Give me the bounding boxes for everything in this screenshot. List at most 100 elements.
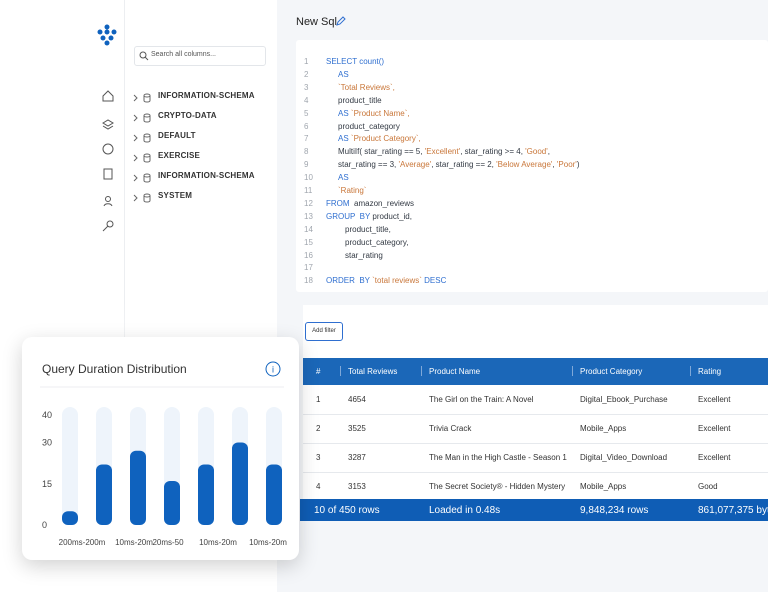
code-token: GROUP BY: [326, 211, 373, 221]
row-divider: [303, 443, 768, 444]
code-token: product_category: [338, 121, 400, 131]
table-cell: 1: [316, 395, 321, 404]
code-token: ,: [552, 160, 557, 170]
line-number: 3: [304, 82, 309, 92]
code-line: star_rating: [345, 251, 383, 260]
code-token: `Rating`: [338, 186, 367, 195]
divider: [124, 0, 125, 592]
add-filter-button[interactable]: Add filter: [305, 322, 343, 341]
line-number: 2: [304, 69, 309, 79]
table-cell: Digital_Video_Download: [580, 453, 668, 462]
code-token: AS: [338, 173, 349, 183]
footer-cell: Loaded in 0.48s: [429, 505, 501, 516]
y-tick-label: 40: [42, 410, 52, 420]
code-line: AS `Product Category`,: [338, 134, 421, 143]
code-token: 'Good': [525, 147, 548, 157]
column-header: Rating: [698, 367, 722, 376]
code-token: ORDER BY: [326, 276, 373, 286]
row-divider: [303, 414, 768, 415]
tree-item: INFORMATION-SCHEMA: [158, 91, 255, 100]
code-line: ORDER BY `total reviews` DESC: [326, 276, 446, 285]
table-cell: Good: [698, 482, 718, 491]
code-line: AS: [338, 173, 349, 182]
code-token: star_rating == 3,: [338, 160, 399, 170]
chart: Query Duration Distribution i 0 15 30 40 200…: [40, 361, 287, 547]
info-icon[interactable]: [265, 361, 281, 377]
line-number: 9: [304, 160, 309, 170]
table-cell: 3287: [348, 453, 366, 462]
line-number: 12: [304, 198, 313, 208]
x-tick-label: 10ms-20m: [249, 538, 287, 547]
footer-cell: 10 of 450 rows: [314, 505, 380, 516]
x-tick-label: 20ms-50: [152, 538, 184, 547]
code-line: star_rating == 3, 'Average', star_rating…: [338, 160, 580, 169]
y-tick-label: 30: [42, 438, 52, 448]
code-token: DESC: [421, 276, 447, 286]
line-number: 6: [304, 121, 309, 131]
table-cell: Trivia Crack: [429, 424, 472, 433]
line-number: 13: [304, 211, 313, 221]
bar: [266, 464, 282, 525]
nav-icons[interactable]: [100, 88, 116, 238]
bar: [130, 450, 146, 525]
code-token: 'Poor': [556, 160, 577, 170]
tree-icon: [132, 150, 154, 163]
tree-icon: [132, 130, 154, 143]
column-header: Total Reviews: [348, 367, 398, 376]
bar: [232, 442, 248, 525]
tree-item: EXERCISE: [158, 151, 201, 160]
search-placeholder: Search all columns...: [151, 51, 216, 58]
code-line: AS: [338, 70, 349, 79]
edit-icon[interactable]: [336, 16, 346, 26]
line-number: 5: [304, 108, 309, 118]
table-cell: The Secret Society® - Hidden Mystery: [429, 482, 566, 491]
line-number: 10: [304, 173, 313, 183]
column-header: Product Category: [580, 367, 643, 376]
table-cell: Mobile_Apps: [580, 424, 627, 433]
code-token: , star_rating == 2,: [431, 160, 497, 170]
y-tick-label: 15: [42, 479, 52, 489]
code-token: , star_rating >= 4,: [460, 147, 526, 157]
tree-item: SYSTEM: [158, 191, 193, 200]
column-separator: [421, 366, 422, 376]
bar: [198, 464, 214, 525]
x-tick-label: 200ms-200m: [59, 538, 106, 547]
line-number: 11: [304, 186, 313, 195]
line-number: 7: [304, 134, 309, 144]
code-token: amazon_reviews: [351, 198, 415, 208]
line-number: 16: [304, 250, 313, 260]
table-cell: The Man in the High Castle - Season 1: [429, 453, 567, 462]
code-line: GROUP BY product_id,: [326, 212, 412, 221]
code-token: 'Excellent': [424, 147, 461, 157]
search-box[interactable]: Search all columns...: [134, 46, 266, 66]
column-separator: [572, 366, 573, 376]
tree-icon: [132, 110, 154, 123]
table-cell: Excellent: [698, 453, 731, 462]
code-token: 'Below Average': [496, 160, 553, 170]
column-header: #: [316, 367, 321, 376]
table-cell: 4: [316, 482, 321, 491]
sql-editor[interactable]: 1 SELECT count() 2 AS 3 `Total Reviews`, 4 prod…: [296, 40, 768, 292]
line-number: 18: [304, 276, 313, 286]
code-line: product_category,: [345, 238, 408, 247]
chart-title: Query Duration Distribution: [42, 362, 187, 376]
x-tick-label: 10ms-20m: [199, 538, 237, 547]
table-cell: Excellent: [698, 424, 731, 433]
code-line: product_category: [338, 122, 400, 131]
table-cell: 3525: [348, 424, 366, 433]
code-line: SELECT count(): [326, 57, 384, 66]
tree-icon: [132, 90, 154, 103]
code-line: product_title,: [345, 225, 391, 234]
column-header: Product Name: [429, 367, 481, 376]
table-cell: 3153: [348, 482, 366, 491]
chart-card: Query Duration Distribution i 0 15 30 40 200…: [22, 337, 299, 560]
code-token: `total reviews`: [372, 276, 422, 286]
x-tick-label: 10ms-20m: [115, 538, 153, 547]
code-token: product_title: [338, 95, 382, 105]
code-line: `Rating`: [338, 186, 366, 195]
tree-item: DEFAULT: [158, 131, 196, 140]
tree-icon: [132, 170, 154, 183]
code-line: product_title: [338, 96, 382, 105]
table-cell: 3: [316, 453, 321, 462]
